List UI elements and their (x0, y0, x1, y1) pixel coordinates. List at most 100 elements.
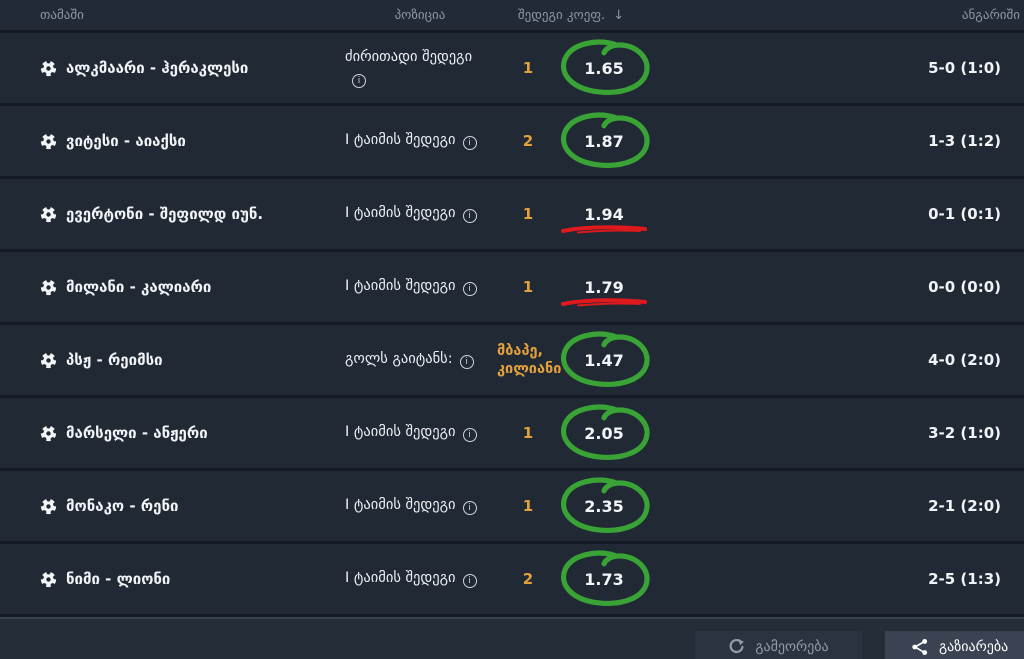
bet-type-cell: I ტაიმის შედეგი i (345, 495, 495, 516)
table-row[interactable]: მილანი - კალიარი I ტაიმის შედეგი i 1 1.79… (0, 252, 1024, 322)
column-header-result-label: შედეგი კოეფ. (517, 7, 606, 23)
match-score: 5-0 (1:0) (928, 59, 1001, 77)
game-cell: პსჟ - რეიმსი (40, 351, 345, 369)
info-icon[interactable]: i (462, 574, 477, 589)
column-header-position: პოზიცია (394, 7, 446, 23)
red-marker-underline-icon (561, 298, 647, 307)
match-score: 0-1 (0:1) (928, 205, 1001, 223)
coefficient-cell: 1.73 (561, 550, 650, 606)
coefficient-value: 1.73 (584, 569, 624, 589)
coefficient-cell: 1.65 (561, 39, 650, 95)
bet-players-label: მბაპე, კილიანი (497, 342, 562, 377)
pick-value: 2 (522, 132, 534, 150)
soccer-ball-icon (40, 424, 57, 441)
pick-value: 1 (522, 59, 534, 77)
game-cell: ნიმი - ლიონი (40, 570, 345, 588)
table-header: თამაში პოზიცია შედეგი კოეფ. ↓ ანგარიში (0, 0, 1024, 30)
info-icon[interactable]: i (462, 209, 477, 224)
game-cell: მონაკო - რენი (40, 497, 345, 515)
table-row[interactable]: ვიტესი - აიაქსი I ტაიმის შედეგი i 2 1.87 … (0, 106, 1024, 176)
game-cell: ვიტესი - აიაქსი (40, 132, 345, 150)
bet-type-label: I ტაიმის შედეგი (345, 424, 456, 441)
bet-type-label: I ტაიმის შედეგი (345, 497, 456, 514)
match-score: 2-1 (2:0) (928, 497, 1001, 515)
bet-type-cell: ძირითადი შედეგი i (345, 47, 495, 89)
table-row[interactable]: ნიმი - ლიონი I ტაიმის შედეგი i 2 1.73 2-5… (0, 544, 1024, 614)
bet-type-cell: I ტაიმის შედეგი i (345, 568, 495, 589)
coefficient-cell: 1.87 (561, 112, 650, 168)
coefficient-value: 2.05 (584, 423, 624, 443)
soccer-ball-icon (40, 278, 57, 295)
repeat-bet-button[interactable]: გამეორება (695, 631, 862, 659)
game-name: ალკმაარი - ჰერაკლესი (66, 59, 249, 77)
sort-descending-icon[interactable]: ↓ (613, 7, 625, 23)
info-icon[interactable]: i (462, 428, 477, 443)
info-icon[interactable]: i (462, 282, 477, 297)
bet-type-cell: I ტაიმის შედეგი i (345, 203, 495, 224)
match-score: 3-2 (1:0) (928, 424, 1001, 442)
info-icon[interactable]: i (352, 74, 366, 88)
soccer-ball-icon (40, 497, 57, 514)
coefficient-value: 1.79 (584, 277, 624, 297)
coefficient-cell: 1.47 (561, 331, 650, 387)
bet-type-label: I ტაიმის შედეგი (345, 570, 456, 587)
pick-value: 1 (522, 497, 534, 515)
pick-value: 1 (522, 424, 534, 442)
table-row[interactable]: მარსელი - ანჟერი I ტაიმის შედეგი i 1 2.05… (0, 398, 1024, 468)
column-header-game: თამაში (40, 7, 84, 23)
bet-type-label: გოლს გაიტანს: (345, 351, 453, 368)
bet-type-label: I ტაიმის შედეგი (345, 205, 456, 222)
table-row[interactable]: პსჟ - რეიმსი გოლს გაიტანს: i მბაპე, კილია… (0, 325, 1024, 395)
column-header-result-coef[interactable]: შედეგი კოეფ. ↓ (495, 8, 647, 23)
table-row[interactable]: მონაკო - რენი I ტაიმის შედეგი i 1 2.35 2-… (0, 471, 1024, 541)
match-score: 2-5 (1:3) (928, 570, 1001, 588)
bet-type-label: I ტაიმის შედეგი (345, 278, 456, 295)
soccer-ball-icon (40, 351, 57, 368)
share-button[interactable]: გაზიარება (885, 631, 1024, 659)
coefficient-value: 2.35 (584, 496, 624, 516)
coefficient-cell: 1.79 (561, 277, 647, 307)
soccer-ball-icon (40, 132, 57, 149)
match-score: 1-3 (1:2) (928, 132, 1001, 150)
coefficient-cell: 1.94 (561, 204, 647, 234)
game-cell: მილანი - კალიარი (40, 278, 345, 296)
game-cell: მარსელი - ანჟერი (40, 424, 345, 442)
coefficient-value: 1.47 (584, 350, 624, 370)
info-icon[interactable]: i (462, 136, 477, 151)
coefficient-cell: 2.35 (561, 477, 650, 533)
game-name: პსჟ - რეიმსი (66, 351, 163, 369)
bet-type-cell: I ტაიმის შედეგი i (345, 422, 495, 443)
game-name: მილანი - კალიარი (66, 278, 212, 296)
soccer-ball-icon (40, 59, 57, 76)
match-score: 0-0 (0:0) (928, 278, 1001, 296)
coefficient-value: 1.94 (584, 204, 624, 224)
game-cell: ევერტონი - შეფილდ იუნ. (40, 205, 345, 223)
bet-type-label: ძირითადი შედეგი (345, 48, 473, 65)
game-name: მონაკო - რენი (66, 497, 179, 515)
game-cell: ალკმაარი - ჰერაკლესი (40, 59, 345, 77)
game-name: ევერტონი - შეფილდ იუნ. (66, 205, 264, 223)
match-score: 4-0 (2:0) (928, 351, 1001, 369)
game-name: ვიტესი - აიაქსი (66, 132, 186, 150)
info-icon[interactable]: i (459, 355, 474, 370)
column-header-score: ანგარიში (961, 7, 1020, 23)
info-icon[interactable]: i (462, 501, 477, 516)
repeat-bet-label: გამეორება (755, 638, 829, 654)
pick-value: 2 (522, 570, 534, 588)
game-name: მარსელი - ანჟერი (66, 424, 208, 442)
bet-type-cell: გოლს გაიტანს: i მბაპე, კილიანი (345, 343, 561, 377)
bet-type-cell: I ტაიმის შედეგი i (345, 130, 495, 151)
soccer-ball-icon (40, 570, 57, 587)
refresh-icon (729, 639, 745, 654)
pick-value: 1 (522, 278, 534, 296)
coefficient-value: 1.87 (584, 131, 624, 151)
game-name: ნიმი - ლიონი (66, 570, 171, 588)
bet-type-label: I ტაიმის შედეგი (345, 132, 456, 149)
bets-table: ალკმაარი - ჰერაკლესი ძირითადი შედეგიi 1 … (0, 33, 1024, 614)
pick-value: 1 (522, 205, 534, 223)
share-label: გაზიარება (939, 638, 1009, 654)
bet-type-cell: I ტაიმის შედეგი i (345, 276, 495, 297)
coefficient-value: 1.65 (584, 58, 624, 78)
table-row[interactable]: ალკმაარი - ჰერაკლესი ძირითადი შედეგიi 1 … (0, 33, 1024, 103)
table-row[interactable]: ევერტონი - შეფილდ იუნ. I ტაიმის შედეგი i … (0, 179, 1024, 249)
